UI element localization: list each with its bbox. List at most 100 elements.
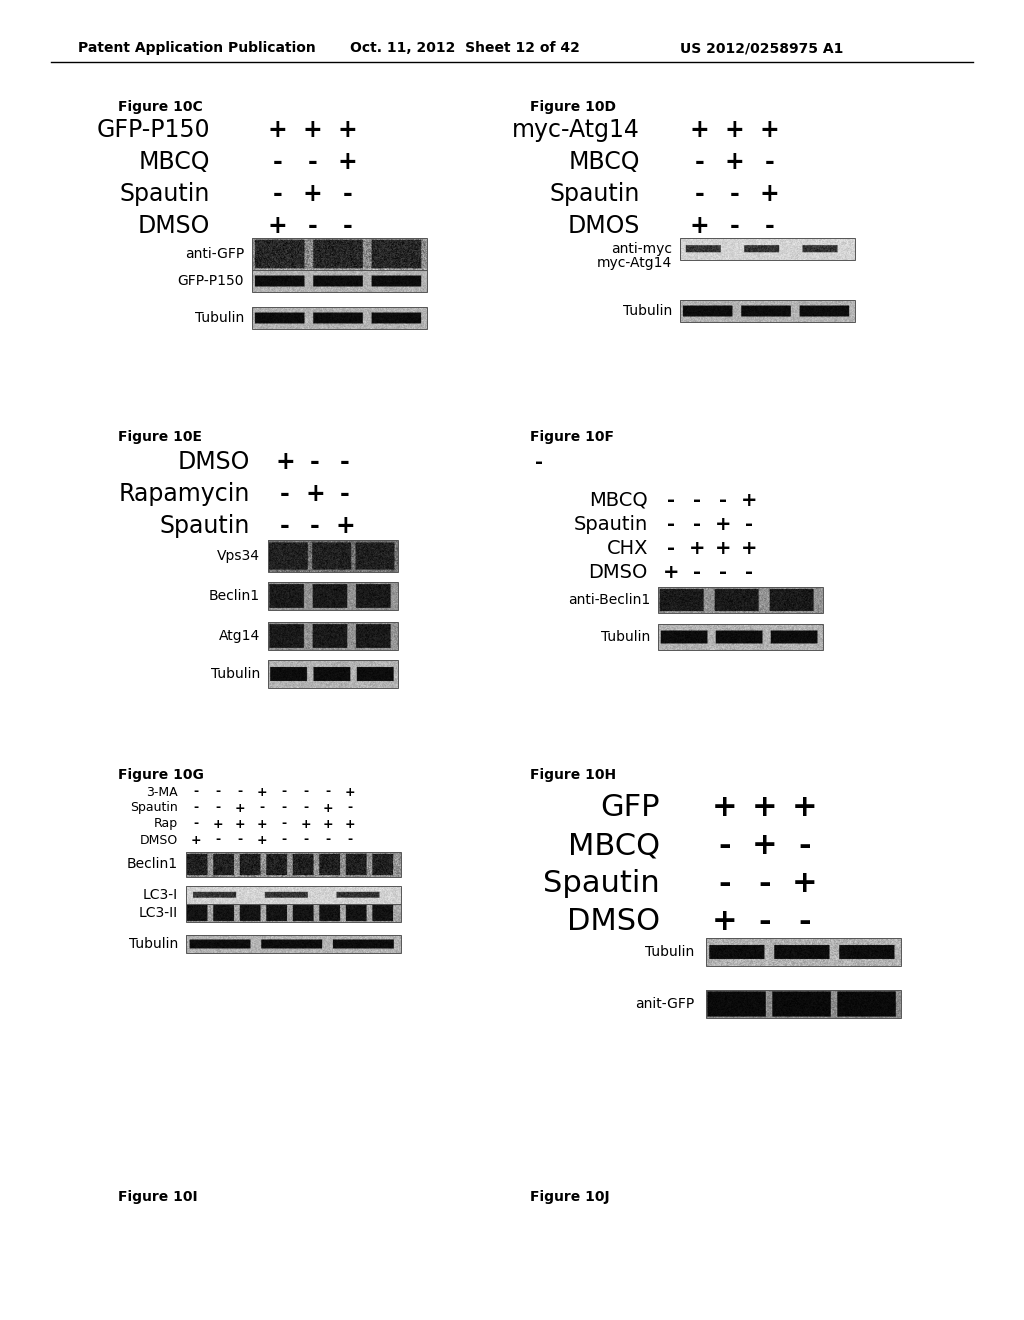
Text: +: + [715,539,731,557]
Text: -: - [694,150,705,174]
Text: -: - [215,833,220,846]
Text: Spautin: Spautin [573,515,648,533]
Bar [680,300,855,322]
Text: -: - [347,833,352,846]
Text: Spautin: Spautin [130,801,178,814]
Text: +: + [725,150,744,174]
Text: -: - [759,870,771,899]
Text: +: + [345,785,355,799]
Text: MBCQ: MBCQ [138,150,210,174]
Text: 3-MA: 3-MA [146,785,178,799]
Text: +: + [234,817,246,830]
Text: DMSO: DMSO [567,908,660,936]
Text: +: + [338,117,357,143]
Text: -: - [282,785,287,799]
Text: -: - [765,150,774,174]
Text: +: + [345,817,355,830]
Text: -: - [535,453,543,471]
Text: -: - [343,214,352,238]
Bar [186,935,401,953]
Text: +: + [323,817,334,830]
Text: +: + [234,801,246,814]
Text: +: + [725,117,744,143]
Text: LC3-II: LC3-II [139,906,178,920]
Bar [268,540,398,572]
Bar [252,308,427,329]
Text: +: + [338,150,357,174]
Text: -: - [694,182,705,206]
Text: -: - [719,870,731,899]
Text: +: + [740,539,758,557]
Text: -: - [326,785,331,799]
Text: +: + [689,214,710,238]
Text: Figure 10G: Figure 10G [118,768,204,781]
Text: -: - [272,182,283,206]
Text: Oct. 11, 2012  Sheet 12 of 42: Oct. 11, 2012 Sheet 12 of 42 [350,41,580,55]
Text: myc-Atg14: myc-Atg14 [597,256,672,271]
Text: -: - [303,785,308,799]
Bar [658,624,823,649]
Text: Figure 10H: Figure 10H [530,768,616,781]
Text: Patent Application Publication: Patent Application Publication [78,41,315,55]
Text: +: + [267,117,288,143]
Text: DMSO: DMSO [139,833,178,846]
Bar [252,238,427,271]
Text: anit-GFP: anit-GFP [635,997,694,1011]
Text: -: - [799,832,811,861]
Text: US 2012/0258975 A1: US 2012/0258975 A1 [680,41,844,55]
Text: +: + [257,817,267,830]
Text: Atg14: Atg14 [219,630,260,643]
Text: -: - [719,491,727,510]
Bar [186,904,401,921]
Text: +: + [213,817,223,830]
Text: +: + [301,817,311,830]
Text: -: - [281,482,290,506]
Bar [706,939,901,966]
Text: MBCQ: MBCQ [568,150,640,174]
Text: Spautin: Spautin [120,182,210,206]
Bar [706,990,901,1018]
Text: Vps34: Vps34 [217,549,260,564]
Text: -: - [719,562,727,582]
Text: -: - [194,801,199,814]
Text: -: - [272,150,283,174]
Text: +: + [305,482,325,506]
Bar [252,271,427,292]
Text: +: + [323,801,334,814]
Text: Tubulin: Tubulin [601,630,650,644]
Text: +: + [303,182,323,206]
Text: Figure 10D: Figure 10D [530,100,616,114]
Bar [680,238,855,260]
Text: anti-GFP: anti-GFP [184,247,244,261]
Text: Beclin1: Beclin1 [127,858,178,871]
Text: -: - [347,801,352,814]
Text: +: + [689,117,710,143]
Text: +: + [257,785,267,799]
Bar [268,622,398,649]
Text: +: + [753,832,778,861]
Text: Figure 10C: Figure 10C [118,100,203,114]
Text: +: + [190,833,202,846]
Text: GFP: GFP [600,793,660,822]
Bar [658,587,823,612]
Text: DMSO: DMSO [177,450,250,474]
Bar [186,886,401,904]
Text: -: - [745,562,753,582]
Text: Figure 10J: Figure 10J [530,1191,609,1204]
Text: +: + [689,539,706,557]
Text: myc-Atg14: myc-Atg14 [512,117,640,143]
Text: MBCQ: MBCQ [589,491,648,510]
Text: Spautin: Spautin [550,182,640,206]
Text: -: - [667,539,675,557]
Text: DMSO: DMSO [137,214,210,238]
Text: -: - [281,513,290,539]
Text: -: - [303,801,308,814]
Text: -: - [215,785,220,799]
Text: Beclin1: Beclin1 [209,589,260,603]
Text: anti-Beclin1: anti-Beclin1 [567,593,650,607]
Text: -: - [667,491,675,510]
Text: +: + [275,450,295,474]
Text: Tubulin: Tubulin [129,937,178,950]
Text: -: - [282,833,287,846]
Text: -: - [759,908,771,936]
